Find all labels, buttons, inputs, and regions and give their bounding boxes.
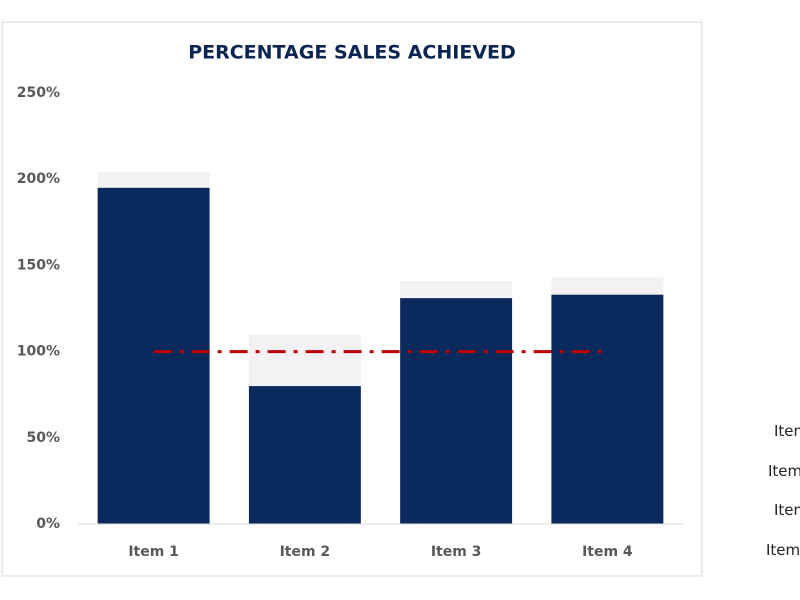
y-tick-label: 200%	[17, 171, 60, 187]
y-tick-label: 0%	[36, 516, 60, 532]
bar	[400, 298, 513, 524]
bar	[551, 294, 664, 524]
side-list-item: Item 2	[768, 461, 800, 480]
x-tick-label: Item 4	[582, 544, 633, 560]
bar	[248, 386, 361, 524]
chart-title: PERCENTAGE SALES ACHIEVED	[188, 42, 516, 64]
side-list-item: Item 1	[774, 422, 800, 440]
side-list: Item 1 Item 2 Item 3 Item 4	[704, 0, 800, 600]
x-tick-label: Item 3	[431, 544, 482, 560]
y-tick-label: 250%	[17, 85, 60, 101]
y-tick-label: 150%	[17, 257, 60, 273]
side-list-item: Item 4	[766, 540, 800, 559]
y-tick-label: 100%	[17, 344, 60, 360]
chart: PERCENTAGE SALES ACHIEVED 0% 50% 100% 150% 2…	[1, 21, 703, 577]
x-tick-label: Item 2	[280, 544, 331, 560]
y-tick-label: 50%	[26, 430, 60, 446]
side-list-item: Item 3	[774, 501, 800, 519]
bar	[97, 187, 210, 524]
x-tick-label: Item 1	[128, 544, 179, 560]
